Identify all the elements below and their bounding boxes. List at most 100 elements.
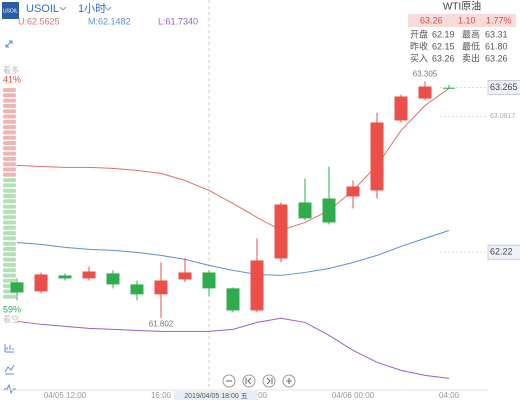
gauge-cell	[3, 252, 16, 257]
gauge-cell	[3, 241, 16, 246]
quote-band	[408, 14, 516, 27]
legend-entry: L:61.7340	[158, 16, 198, 26]
gauge-cell	[3, 257, 16, 262]
expand-icon[interactable]	[5, 40, 13, 48]
zoom-in-icon	[286, 378, 292, 384]
candle-body	[10, 282, 24, 293]
gauge-cell	[3, 162, 16, 167]
gauge-cell	[3, 151, 16, 156]
bull-pct: 41%	[3, 74, 21, 84]
labels: 63.265 63.0817 62.22 61.802 63.305	[149, 69, 520, 328]
interval[interactable]: 1小时	[78, 2, 106, 15]
quote-value: 63.26	[485, 53, 508, 63]
draw-icon[interactable]	[4, 364, 15, 375]
quote-change: 1.10	[458, 15, 476, 25]
legend-entry: U:62.5625	[18, 16, 60, 26]
gauge-cell	[3, 204, 16, 209]
quote-title: WTI原油	[443, 0, 481, 13]
gauge-cell	[3, 225, 16, 230]
gauge-cell	[3, 215, 16, 220]
scroll-right-button[interactable]	[262, 374, 276, 388]
gauge-cell	[3, 114, 16, 119]
band-line	[16, 317, 450, 379]
quote-label: 最低	[462, 40, 480, 51]
extreme-label: 63.305	[413, 69, 438, 78]
x-tick-label: 04:00	[439, 391, 460, 400]
gauge-cell	[3, 167, 16, 172]
quote-panel	[407, 0, 517, 64]
candle-body	[130, 284, 144, 295]
candle-body	[178, 272, 192, 280]
quote-value: 63.31	[485, 29, 508, 39]
gauge-cell	[3, 135, 16, 140]
gauge-cell	[3, 247, 16, 251]
scroll-left-icon	[245, 377, 252, 385]
gauge-cell	[3, 262, 16, 267]
candle-body	[394, 96, 408, 121]
candle-body	[418, 86, 432, 99]
gauge-cell	[3, 156, 16, 161]
x-tick-label: 16:00	[151, 391, 172, 400]
quote-label: 买入	[410, 53, 428, 63]
wave-icon[interactable]	[4, 383, 16, 395]
bear-pct: 59%	[3, 304, 21, 314]
extreme-label: 61.802	[149, 319, 174, 328]
candle-body	[274, 204, 288, 259]
candle-body	[58, 275, 72, 279]
bear-label: 看空	[3, 314, 19, 324]
gauge-cell	[3, 93, 16, 98]
crosshair-label-box	[174, 391, 258, 400]
gauge-cell	[3, 188, 16, 193]
grid-layer	[440, 87, 488, 253]
gauge-cell	[3, 209, 16, 214]
candle-body	[250, 260, 264, 311]
candle-body	[154, 280, 168, 295]
interval-dropdown[interactable]	[104, 6, 112, 11]
price-label: 63.0817	[490, 113, 515, 120]
price-label-box	[487, 244, 520, 260]
symbol-dropdown[interactable]	[59, 6, 67, 11]
candle-body	[346, 186, 360, 197]
candle-body	[322, 198, 336, 223]
logo-box	[2, 2, 19, 19]
gauge-cell	[3, 236, 16, 241]
candle-body	[226, 288, 240, 311]
scroll-left-button[interactable]	[242, 374, 256, 388]
zoom-controls	[222, 374, 296, 388]
candle-body	[370, 122, 384, 191]
quote-rows: 开盘 62.19 最高 63.31 昨收 62.15 最低 61.80 买入 63.26 卖出 63.…	[410, 28, 508, 63]
quote-value: 63.26	[432, 53, 455, 63]
gauge-cell	[3, 172, 16, 177]
gauge-cell	[3, 98, 16, 103]
gauge-cell	[3, 194, 16, 198]
bull-label: 看多	[3, 65, 19, 75]
gauge-cell	[3, 178, 16, 183]
indicator-icon[interactable]	[4, 344, 14, 353]
gauge-cell	[3, 268, 16, 273]
legend-entry: M:62.1482	[88, 16, 131, 26]
quote-value: 62.15	[432, 41, 455, 51]
gauge-cell	[3, 183, 16, 188]
gauge-cell	[3, 199, 16, 204]
gauge-cell	[3, 130, 16, 135]
candle-body	[202, 272, 216, 289]
symbol[interactable]: USOIL	[26, 3, 59, 15]
gauge-cell	[3, 119, 16, 124]
crosshair-label: 2019/04/05 18:00 五	[184, 392, 247, 400]
quote-label: 开盘	[410, 28, 428, 39]
band-line	[16, 230, 450, 276]
quote-price: 63.26	[420, 15, 443, 25]
price-label: 62.22	[490, 247, 513, 257]
quote-value: 62.19	[432, 29, 455, 39]
logo-text: USOIL	[3, 8, 18, 14]
quote-label: 昨收	[410, 40, 428, 51]
candle-body	[82, 271, 96, 279]
candle-body	[298, 202, 312, 219]
gauge-cell	[3, 273, 16, 278]
quote-value: 61.80	[485, 41, 508, 51]
candles	[10, 81, 455, 319]
gauge-cell	[3, 231, 16, 236]
scroll-right-icon	[266, 377, 273, 385]
gauge-cell	[3, 146, 16, 151]
